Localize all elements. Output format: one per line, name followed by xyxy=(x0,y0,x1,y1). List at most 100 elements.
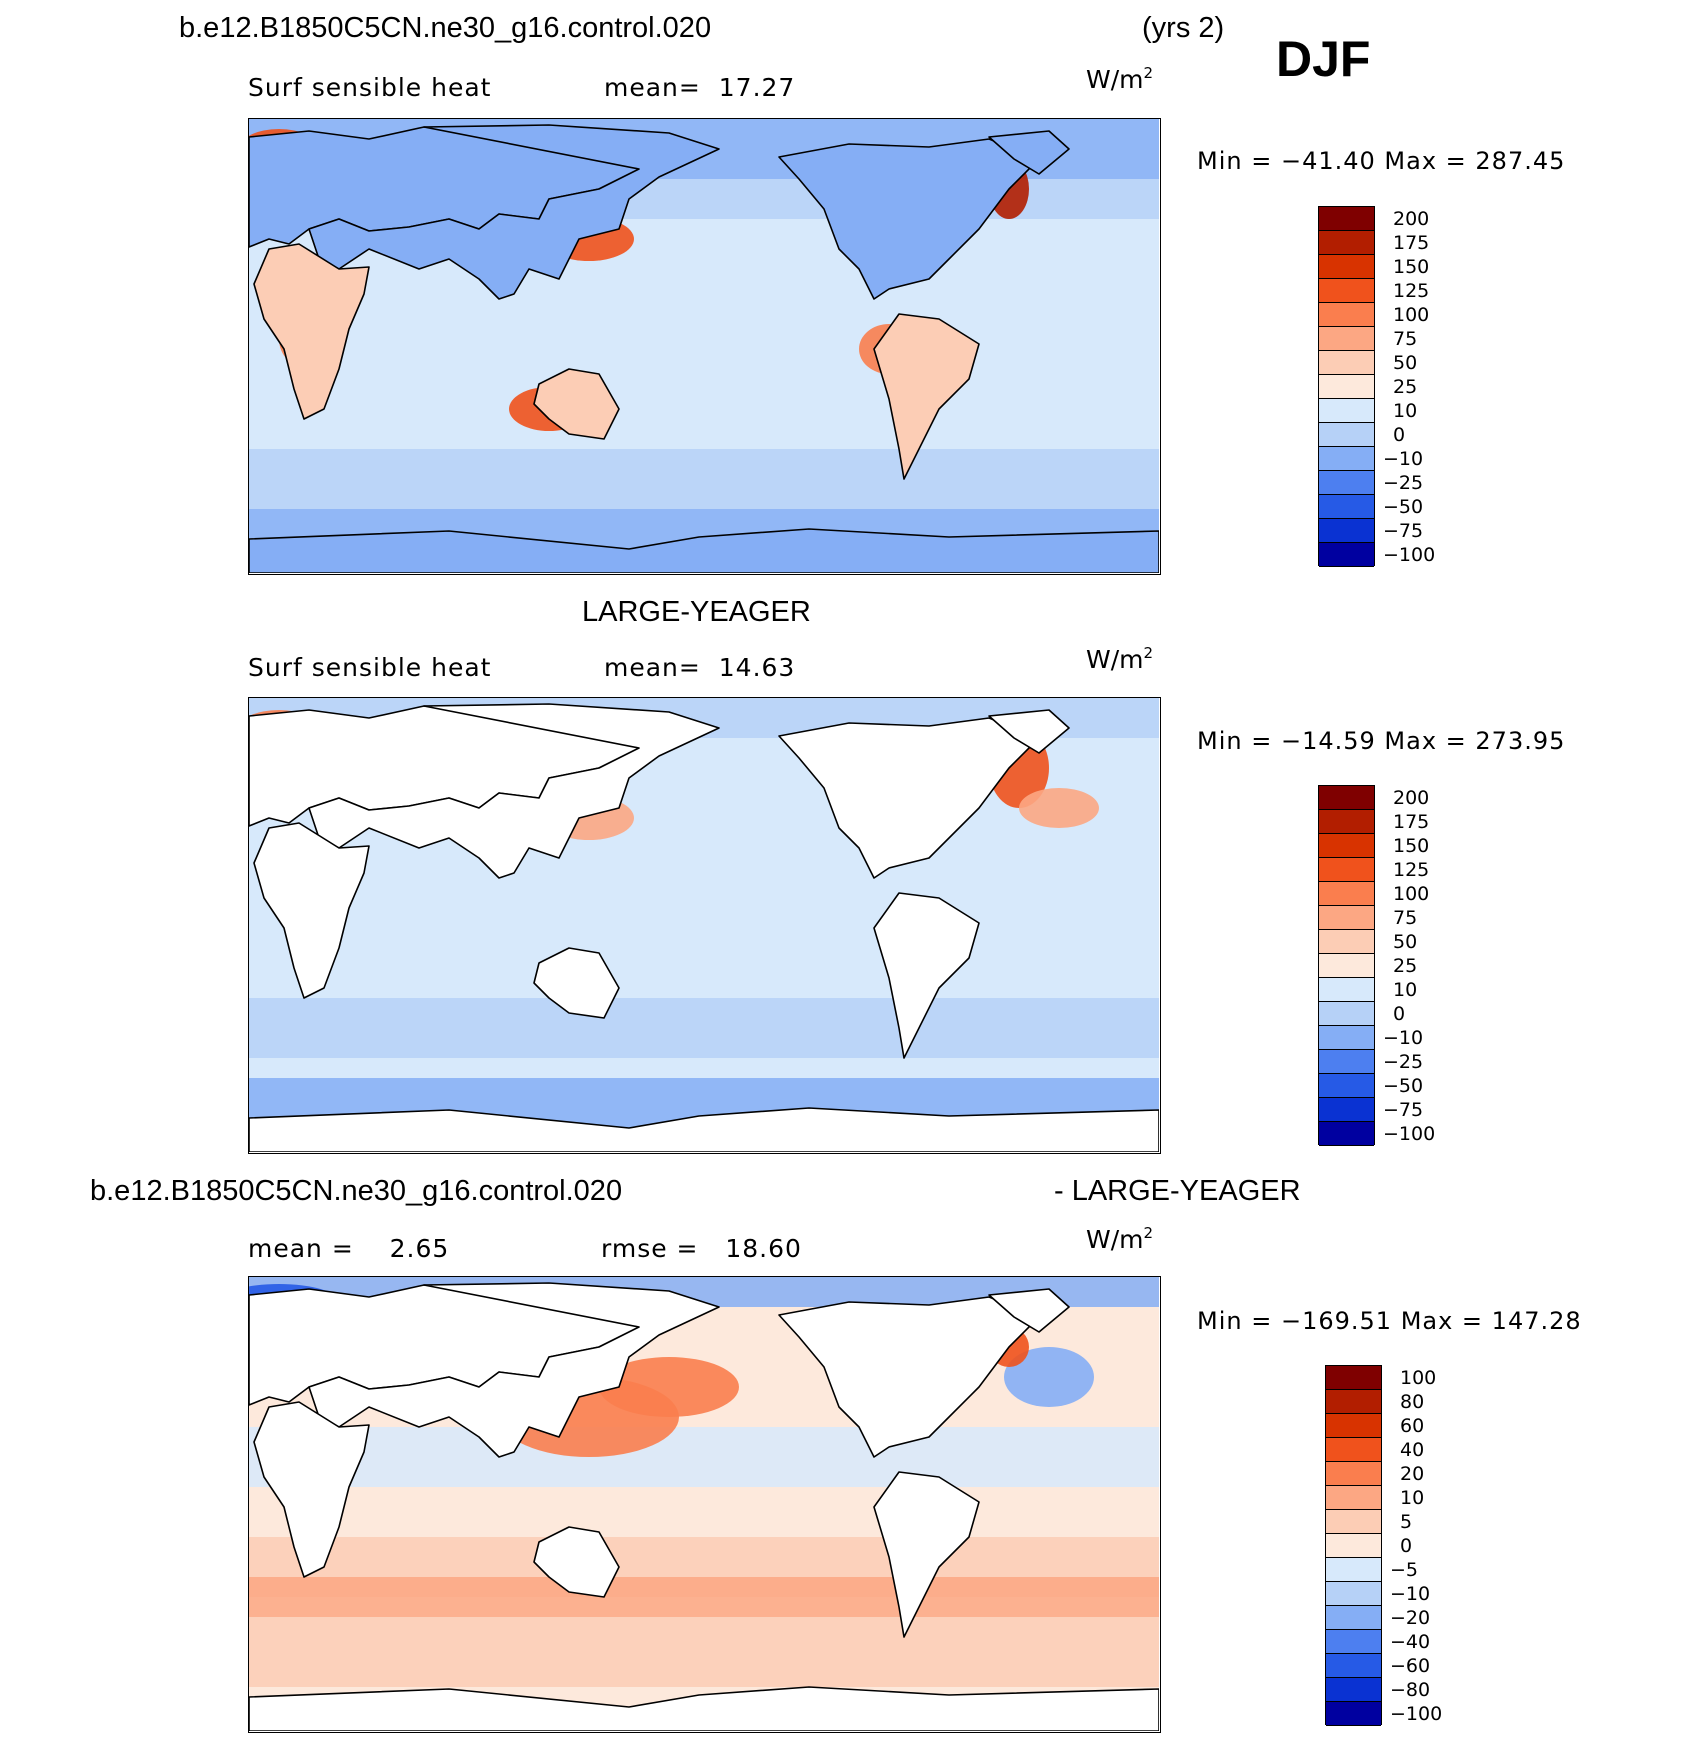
land-greenland xyxy=(988,130,1070,175)
colorbar-label: 200 xyxy=(1393,208,1430,230)
panel2-colorbar xyxy=(1318,785,1375,1146)
colorbar-label: 100 xyxy=(1393,304,1430,326)
land-antarctica xyxy=(249,1686,1159,1731)
colorbar-box xyxy=(1326,1366,1381,1390)
colorbar-box xyxy=(1319,978,1374,1002)
colorbar-label: 10 xyxy=(1400,1487,1425,1509)
colorbar-label: 10 xyxy=(1393,979,1418,1001)
panel3-mean-label: mean = xyxy=(248,1234,354,1263)
colorbar-label: −75 xyxy=(1383,1099,1424,1121)
colorbar-box xyxy=(1319,351,1374,375)
field-anomaly xyxy=(1019,788,1099,828)
panel1-colorbar xyxy=(1318,206,1375,567)
colorbar-label: −5 xyxy=(1390,1559,1419,1581)
colorbar-label: −20 xyxy=(1390,1607,1431,1629)
panel1-units-exp: 2 xyxy=(1143,64,1154,82)
colorbar-box xyxy=(1319,255,1374,279)
colorbar-label: −25 xyxy=(1383,1051,1424,1073)
land-australia xyxy=(533,1526,620,1598)
colorbar-box xyxy=(1319,375,1374,399)
colorbar-box xyxy=(1326,1678,1381,1702)
land-asia xyxy=(308,703,720,879)
panel3-map-svg xyxy=(249,1277,1159,1731)
panel1-units-base: W/m xyxy=(1086,65,1144,94)
colorbar-label: 0 xyxy=(1400,1535,1413,1557)
panel3-rmse: rmse = 18.60 xyxy=(601,1236,802,1261)
land-namerica xyxy=(778,138,1040,300)
colorbar-box xyxy=(1326,1534,1381,1558)
panel2-map xyxy=(248,697,1161,1154)
colorbar-box xyxy=(1319,399,1374,423)
colorbar-box xyxy=(1319,1002,1374,1026)
colorbar-label: −10 xyxy=(1390,1583,1431,1605)
panel1-minmax: Min = −41.40 Max = 287.45 xyxy=(1197,149,1565,173)
colorbar-label: 80 xyxy=(1400,1391,1425,1413)
colorbar-label: 125 xyxy=(1393,859,1430,881)
colorbar-box xyxy=(1319,423,1374,447)
panel2-mean: mean= 14.63 xyxy=(604,655,795,680)
field-band xyxy=(249,1577,1159,1617)
panel1-min-label: Min = xyxy=(1197,147,1281,175)
field-band xyxy=(249,998,1159,1058)
land-greenland xyxy=(988,1288,1070,1333)
colorbar-label: 100 xyxy=(1393,883,1430,905)
colorbar-label: 50 xyxy=(1393,352,1418,374)
colorbar-box xyxy=(1319,882,1374,906)
colorbar-box xyxy=(1319,471,1374,495)
land-antarctica xyxy=(249,528,1159,573)
colorbar-label: −75 xyxy=(1383,520,1424,542)
panel1-map-svg xyxy=(249,119,1159,573)
colorbar-box xyxy=(1319,834,1374,858)
panel3-min-label: Min = xyxy=(1197,1307,1281,1335)
panel1-mean-value: 17.27 xyxy=(718,73,796,102)
colorbar-label: −100 xyxy=(1383,1123,1436,1145)
colorbar-label: 50 xyxy=(1393,931,1418,953)
panel1-max-value: 287.45 xyxy=(1475,147,1566,175)
panel3-max-value: 147.28 xyxy=(1491,1307,1582,1335)
colorbar-box xyxy=(1319,810,1374,834)
land-namerica xyxy=(778,717,1040,879)
panel3-max-label: Max = xyxy=(1400,1307,1492,1335)
colorbar-box xyxy=(1319,1074,1374,1098)
colorbar-label: 20 xyxy=(1400,1463,1425,1485)
field-band xyxy=(249,449,1159,509)
panel2-title: LARGE-YEAGER xyxy=(582,596,811,628)
colorbar-box xyxy=(1326,1462,1381,1486)
colorbar-box xyxy=(1319,858,1374,882)
colorbar-box xyxy=(1326,1486,1381,1510)
land-samerica xyxy=(873,892,980,1059)
panel2-units-exp: 2 xyxy=(1143,644,1154,662)
panel2-units: W/m2 xyxy=(1086,644,1154,673)
colorbar-box xyxy=(1326,1654,1381,1678)
land-australia xyxy=(533,947,620,1019)
panel1-mean-label: mean= xyxy=(604,73,701,102)
colorbar-label: 75 xyxy=(1393,907,1418,929)
years-label: (yrs 2) xyxy=(1142,12,1225,44)
panel3-rmse-value: 18.60 xyxy=(725,1234,802,1263)
panel2-min-label: Min = xyxy=(1197,727,1281,755)
colorbar-box xyxy=(1326,1558,1381,1582)
panel1-map xyxy=(248,118,1161,575)
panel3-title-right: - LARGE-YEAGER xyxy=(1054,1175,1301,1207)
panel3-minmax: Min = −169.51 Max = 147.28 xyxy=(1197,1309,1582,1333)
colorbar-box xyxy=(1319,303,1374,327)
panel3-units-base: W/m xyxy=(1086,1225,1144,1254)
colorbar-box xyxy=(1319,954,1374,978)
land-asia xyxy=(308,1282,720,1458)
panel1-max-label: Max = xyxy=(1384,147,1476,175)
panel1-variable: Surf sensible heat xyxy=(248,73,492,102)
colorbar-box xyxy=(1319,906,1374,930)
colorbar-box xyxy=(1319,1026,1374,1050)
panel2-variable: Surf sensible heat xyxy=(248,653,492,682)
season-label: DJF xyxy=(1276,31,1371,87)
colorbar-label: −60 xyxy=(1390,1655,1431,1677)
panel2-minmax: Min = −14.59 Max = 273.95 xyxy=(1197,729,1565,753)
land-namerica xyxy=(778,1296,1040,1458)
colorbar-label: 60 xyxy=(1400,1415,1425,1437)
panel3-mean-value: 2.65 xyxy=(389,1234,450,1263)
panel3-map xyxy=(248,1276,1161,1733)
colorbar-box xyxy=(1326,1630,1381,1654)
land-australia xyxy=(533,368,620,440)
panel3-rmse-label: rmse = xyxy=(601,1234,699,1263)
colorbar-label: −10 xyxy=(1383,1027,1424,1049)
